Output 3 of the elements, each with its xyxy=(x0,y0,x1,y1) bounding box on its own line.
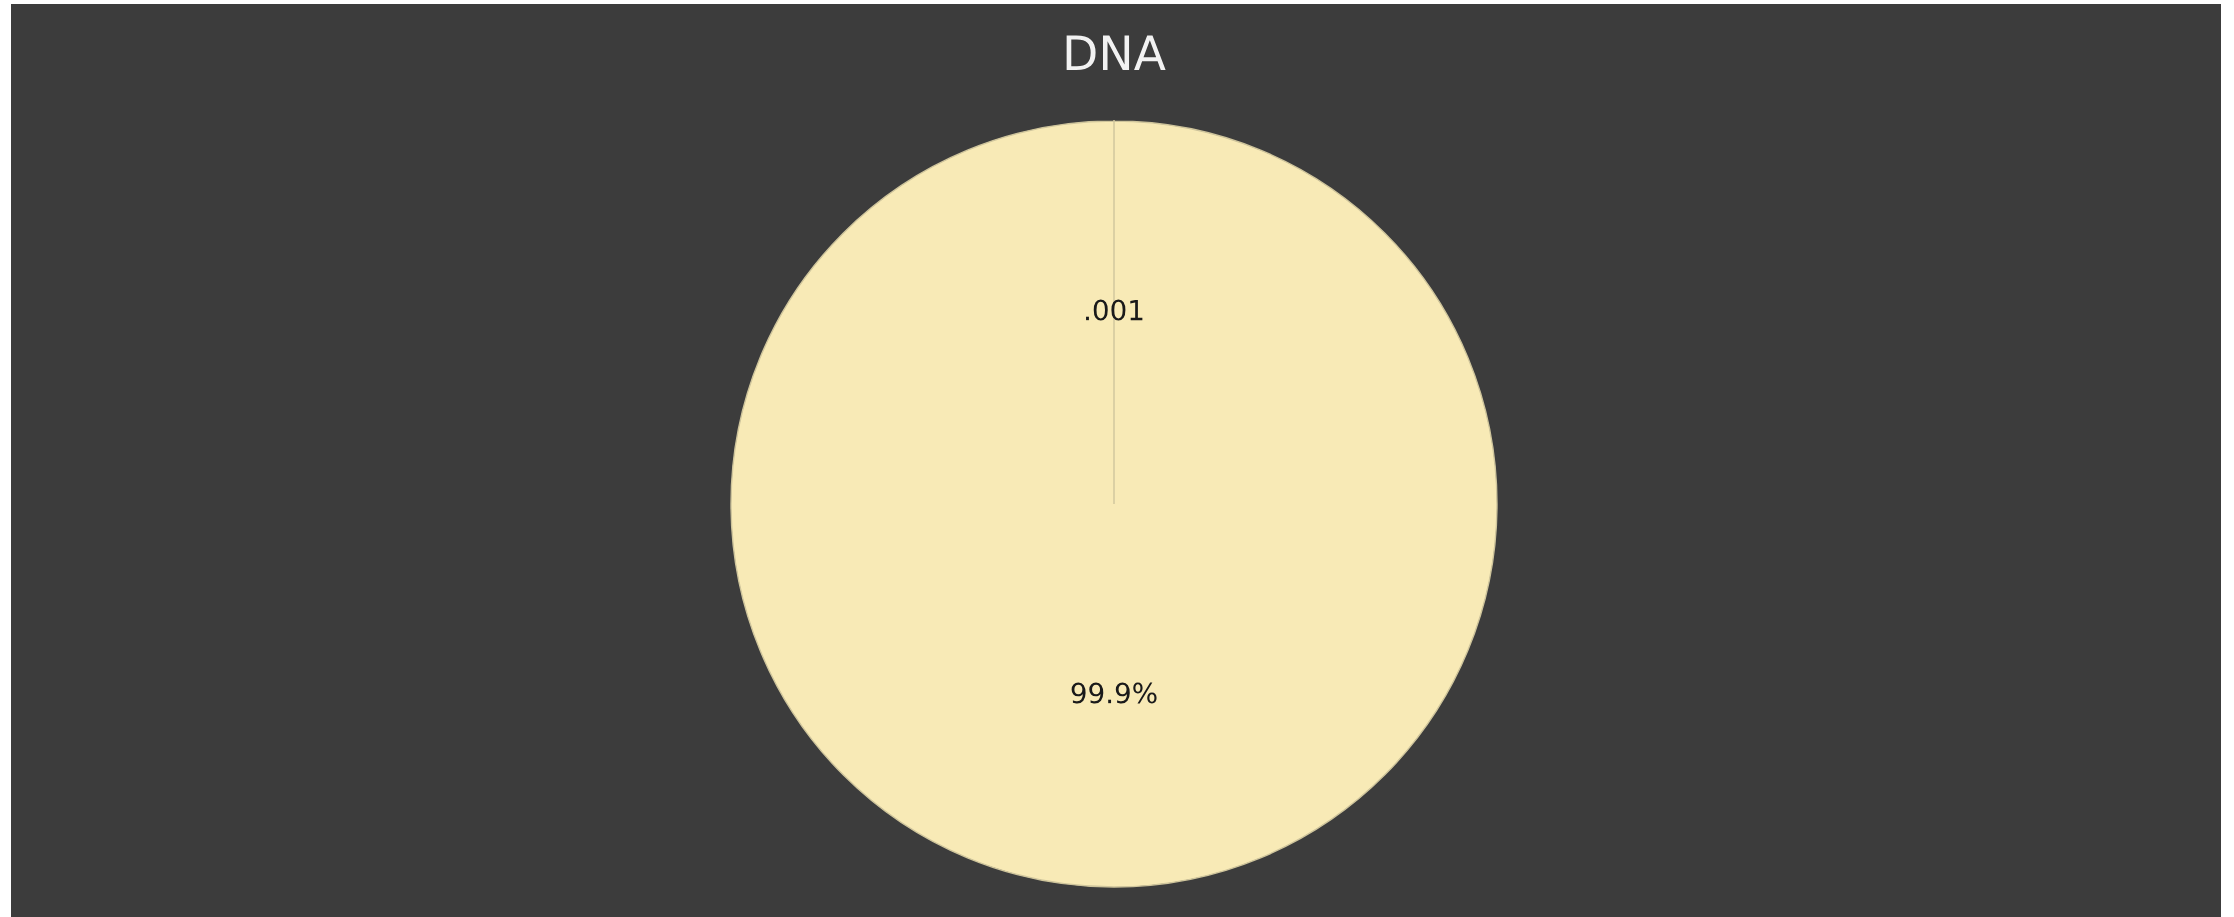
data-label: 99.9% xyxy=(1071,682,1157,704)
data-label: .001 xyxy=(1086,299,1143,321)
chart-title: DNA xyxy=(1066,35,1166,71)
